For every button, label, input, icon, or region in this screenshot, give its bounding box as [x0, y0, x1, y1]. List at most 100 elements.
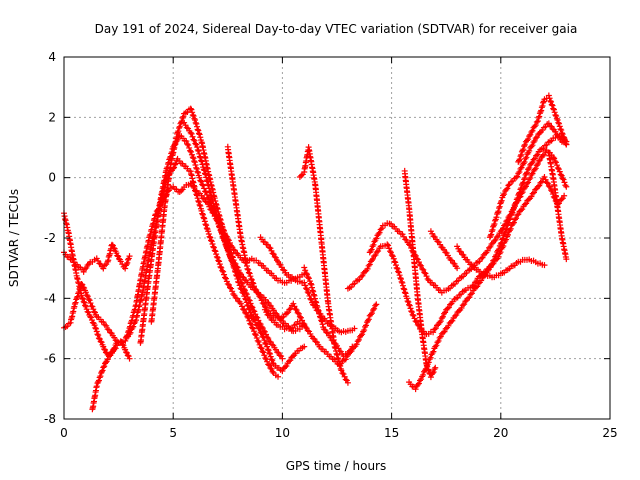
data-point: [499, 235, 506, 242]
data-point: [521, 175, 528, 182]
x-tick-label: 0: [60, 426, 68, 440]
data-point: [484, 247, 491, 254]
data-point: [554, 165, 561, 172]
data-point: [373, 249, 380, 256]
data-point: [353, 341, 360, 348]
data-point: [243, 310, 250, 317]
data-point: [264, 311, 271, 318]
data-point: [175, 128, 182, 135]
data-point: [104, 326, 111, 333]
data-point: [314, 304, 321, 311]
data-point: [431, 326, 438, 333]
data-point: [384, 241, 391, 248]
data-point: [314, 306, 321, 313]
data-point: [498, 199, 505, 206]
data-point: [226, 240, 233, 247]
data-point: [276, 261, 283, 268]
data-point: [74, 293, 81, 300]
data-point: [396, 272, 403, 279]
data-point: [528, 171, 535, 178]
data-point: [387, 248, 394, 255]
data-point: [304, 289, 311, 296]
data-point: [550, 105, 557, 112]
data-point: [264, 343, 271, 350]
data-point: [411, 315, 418, 322]
data-point: [222, 275, 229, 282]
data-point: [510, 219, 517, 226]
data-point: [521, 141, 528, 148]
data-point: [245, 266, 252, 273]
data-point: [226, 251, 233, 258]
data-point: [130, 323, 137, 330]
data-point: [99, 367, 106, 374]
data-point: [559, 131, 566, 138]
data-point: [285, 358, 292, 365]
data-point: [226, 284, 233, 291]
data-point: [258, 323, 265, 330]
data-point: [83, 292, 90, 299]
data-point: [72, 299, 79, 306]
data-point: [554, 117, 561, 123]
data-point: [421, 269, 428, 276]
data-point: [563, 256, 570, 263]
data-point: [395, 269, 402, 276]
data-point: [87, 313, 94, 320]
data-point: [267, 353, 274, 360]
data-point: [407, 305, 414, 312]
data-point: [231, 263, 238, 270]
data-point: [262, 339, 269, 346]
data-point: [338, 367, 345, 374]
data-point: [248, 275, 255, 282]
data-point: [191, 137, 198, 144]
data-point: [243, 291, 250, 298]
series-track-17: [427, 228, 461, 272]
data-point: [420, 371, 427, 378]
data-point: [258, 297, 265, 304]
data-point: [308, 296, 315, 303]
data-point: [245, 269, 252, 276]
data-point: [187, 129, 194, 136]
data-point: [529, 159, 536, 166]
y-tick-label: 0: [48, 171, 56, 185]
data-point: [238, 303, 245, 310]
data-point: [250, 307, 257, 314]
data-point: [347, 349, 354, 356]
data-point: [189, 109, 196, 116]
data-point: [328, 337, 335, 344]
data-point: [412, 386, 419, 393]
data-point: [192, 188, 199, 195]
data-point: [454, 265, 461, 272]
data-point: [518, 185, 525, 192]
data-point: [409, 311, 416, 318]
data-point: [513, 215, 520, 222]
data-point: [101, 321, 108, 328]
data-point: [101, 363, 108, 370]
data-point: [304, 274, 311, 281]
data-point: [84, 308, 91, 315]
data-point: [501, 230, 508, 237]
data-point: [305, 290, 312, 297]
data-point: [435, 337, 442, 344]
data-point: [491, 256, 498, 263]
data-point: [302, 282, 309, 289]
data-point: [556, 168, 563, 175]
data-point: [544, 180, 551, 187]
data-point: [95, 378, 102, 385]
data-point: [416, 377, 423, 384]
data-point: [542, 176, 549, 183]
data-point: [531, 155, 538, 162]
data-point: [286, 306, 293, 313]
data-point: [199, 210, 206, 217]
data-point: [552, 158, 559, 165]
data-point: [249, 304, 256, 311]
data-point: [548, 98, 555, 105]
data-point: [208, 238, 215, 245]
data-point: [368, 257, 375, 264]
series-track-5: [61, 210, 133, 362]
data-point: [361, 268, 368, 275]
data-point: [196, 153, 203, 160]
data-point: [269, 368, 276, 375]
data-point: [520, 179, 527, 186]
data-point: [253, 286, 260, 293]
data-point: [189, 133, 196, 140]
